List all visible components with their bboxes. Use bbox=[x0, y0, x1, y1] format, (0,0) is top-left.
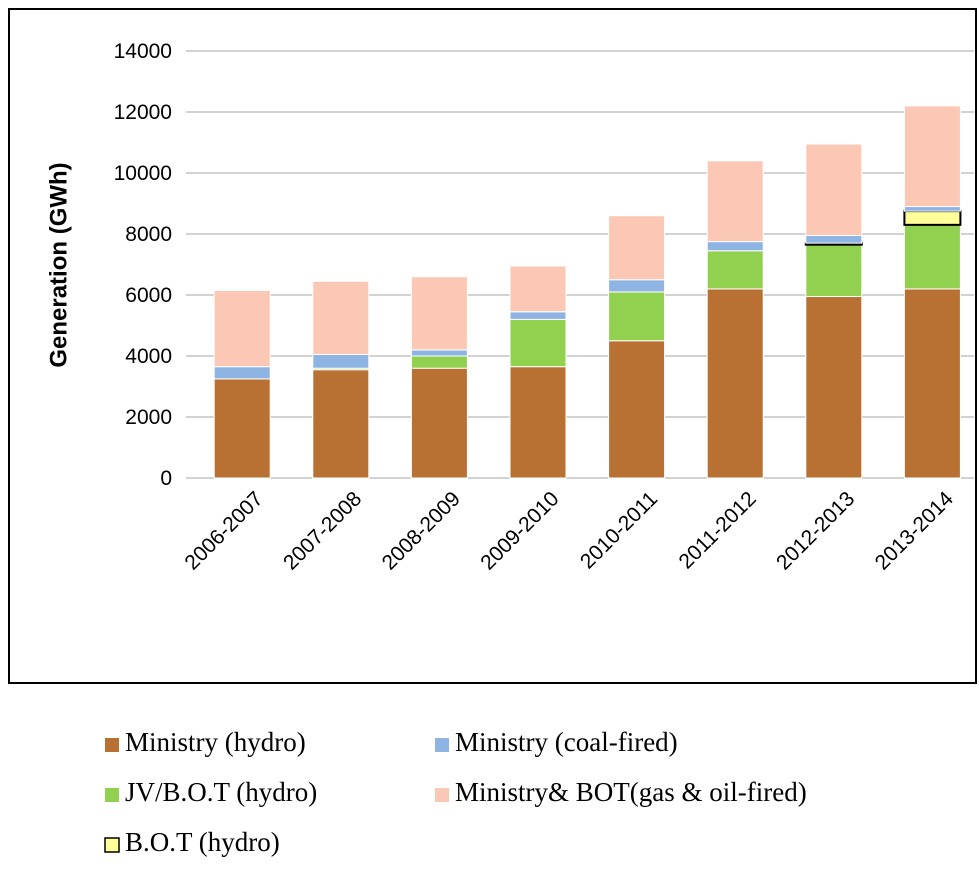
bar-segment bbox=[608, 279, 666, 293]
bar-segment bbox=[608, 291, 666, 342]
y-axis-label: Generation (GWh) bbox=[45, 162, 72, 367]
legend-swatch bbox=[105, 788, 119, 802]
bar-segment bbox=[312, 280, 370, 355]
y-tick-label: 4000 bbox=[125, 345, 172, 368]
legend-swatch bbox=[105, 738, 119, 752]
bar-segment bbox=[903, 210, 962, 226]
legend-label: Ministry& BOT(gas & oil-fired) bbox=[455, 777, 807, 807]
bar-segment bbox=[410, 276, 468, 351]
y-tick-label: 6000 bbox=[125, 284, 172, 307]
bar-segment bbox=[312, 369, 370, 479]
y-tick-label: 2000 bbox=[125, 406, 172, 429]
y-tick-label: 10000 bbox=[114, 162, 172, 185]
y-tick-label: 12000 bbox=[114, 101, 172, 124]
legend-label: JV/B.O.T (hydro) bbox=[125, 777, 317, 807]
bar-segment bbox=[805, 244, 863, 298]
bar-segment bbox=[706, 250, 764, 290]
bar-segment bbox=[509, 318, 567, 368]
bar-segment bbox=[410, 367, 468, 479]
legend-swatch bbox=[435, 738, 449, 752]
y-tick-label: 0 bbox=[160, 467, 172, 490]
y-tick-label: 8000 bbox=[125, 223, 172, 246]
y-tick-label: 14000 bbox=[114, 40, 172, 63]
bar-segment bbox=[509, 311, 567, 320]
bar-segment bbox=[608, 215, 666, 281]
legend-label: B.O.T (hydro) bbox=[125, 827, 280, 857]
legend-swatch bbox=[104, 837, 120, 853]
bar-segment bbox=[509, 366, 567, 479]
bar-segment bbox=[903, 105, 961, 208]
bar-segment bbox=[312, 353, 370, 369]
bar-segment bbox=[706, 241, 764, 252]
legend-label: Ministry (hydro) bbox=[125, 727, 306, 757]
bar-segment bbox=[509, 265, 567, 313]
bar-segment bbox=[903, 206, 961, 212]
bar-segment bbox=[410, 355, 468, 369]
bar-segment bbox=[706, 160, 764, 243]
bar-segment bbox=[410, 349, 468, 357]
legend-label: Ministry (coal-fired) bbox=[455, 727, 678, 757]
bar-segment bbox=[903, 288, 961, 479]
legend-swatch bbox=[435, 788, 449, 802]
bar-segment bbox=[805, 235, 863, 244]
bar-segment bbox=[903, 224, 961, 290]
bar-segment bbox=[213, 366, 271, 380]
bar-segment bbox=[805, 143, 863, 237]
bar-segment bbox=[213, 289, 271, 368]
bar-segment bbox=[213, 378, 271, 479]
bar-segment bbox=[706, 288, 764, 479]
bar-segment bbox=[805, 296, 863, 479]
bar-segment bbox=[608, 340, 666, 479]
